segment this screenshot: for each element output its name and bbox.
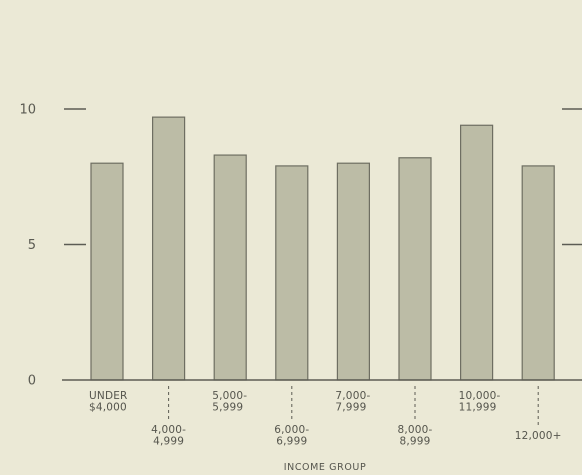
bars-group xyxy=(90,116,555,381)
x-tick-label-5-0: 8,000- xyxy=(397,424,432,436)
bar-1 xyxy=(152,116,186,381)
x-tick-label-5-1: 8,999 xyxy=(399,436,430,448)
x-tick-label-6-0: 10,000- xyxy=(459,390,501,402)
x-axis-title: INCOME GROUP xyxy=(284,462,367,473)
x-tick-label-2-0: 5,000- xyxy=(212,390,247,402)
x-tick-label-2-1: 5,999 xyxy=(212,402,243,414)
x-tick-label-3-1: 6,999 xyxy=(276,436,307,448)
y-tick-label-2: 10 xyxy=(19,103,36,118)
x-tick-label-0-0: UNDER xyxy=(89,390,128,402)
x-tick-labels: UNDER$4,000 4,000-4,999 5,000-5,999 6,000-6… xyxy=(89,386,562,448)
bar-3 xyxy=(275,165,309,381)
x-tick-label-0-1: $4,000 xyxy=(89,402,127,414)
y-tick-label-1: 5 xyxy=(28,238,36,253)
x-tick-label-7-0: 12,000+ xyxy=(515,430,562,442)
bar-6 xyxy=(460,124,494,381)
bar-5 xyxy=(398,157,432,381)
bar-7 xyxy=(521,165,555,381)
bar-4 xyxy=(336,162,370,381)
bar-0 xyxy=(90,162,124,381)
x-tick-label-6-1: 11,999 xyxy=(459,402,497,414)
x-tick-label-1-0: 4,000- xyxy=(151,424,186,436)
x-tick-label-4-0: 7,000- xyxy=(335,390,370,402)
x-tick-label-3-0: 6,000- xyxy=(274,424,309,436)
y-axis: 0 5 10 xyxy=(19,103,582,389)
bar-2 xyxy=(213,154,247,381)
x-tick-label-4-1: 7,999 xyxy=(335,402,366,414)
y-tick-label-0: 0 xyxy=(28,374,36,389)
x-tick-label-1-1: 4,999 xyxy=(153,436,184,448)
